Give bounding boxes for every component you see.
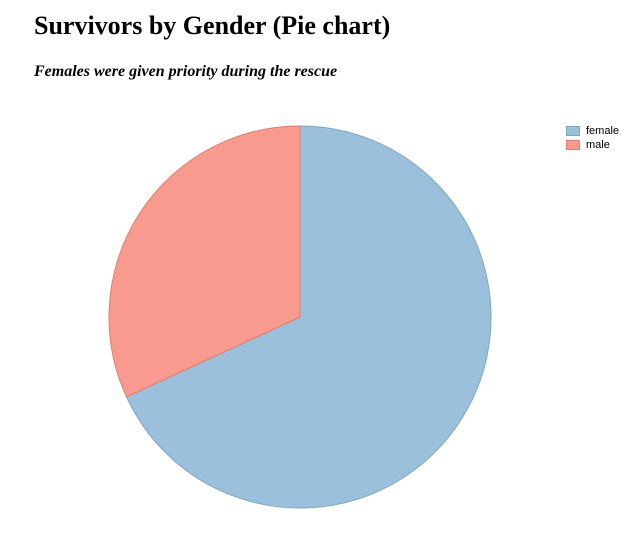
pie-slices	[108, 125, 492, 509]
chart-subtitle: Females were given priority during the r…	[34, 63, 338, 80]
pie-slice-female	[125, 125, 492, 509]
legend-item-male: male	[566, 138, 619, 152]
legend-label-male: male	[586, 139, 610, 151]
legend: female male	[566, 124, 619, 152]
legend-label-female: female	[586, 125, 620, 137]
legend-item-female: female	[566, 124, 619, 138]
pie-slice-male	[108, 125, 301, 398]
legend-swatch-male	[566, 140, 580, 150]
legend-swatch-female	[566, 126, 580, 136]
chart-title: Survivors by Gender (Pie chart)	[34, 11, 391, 40]
